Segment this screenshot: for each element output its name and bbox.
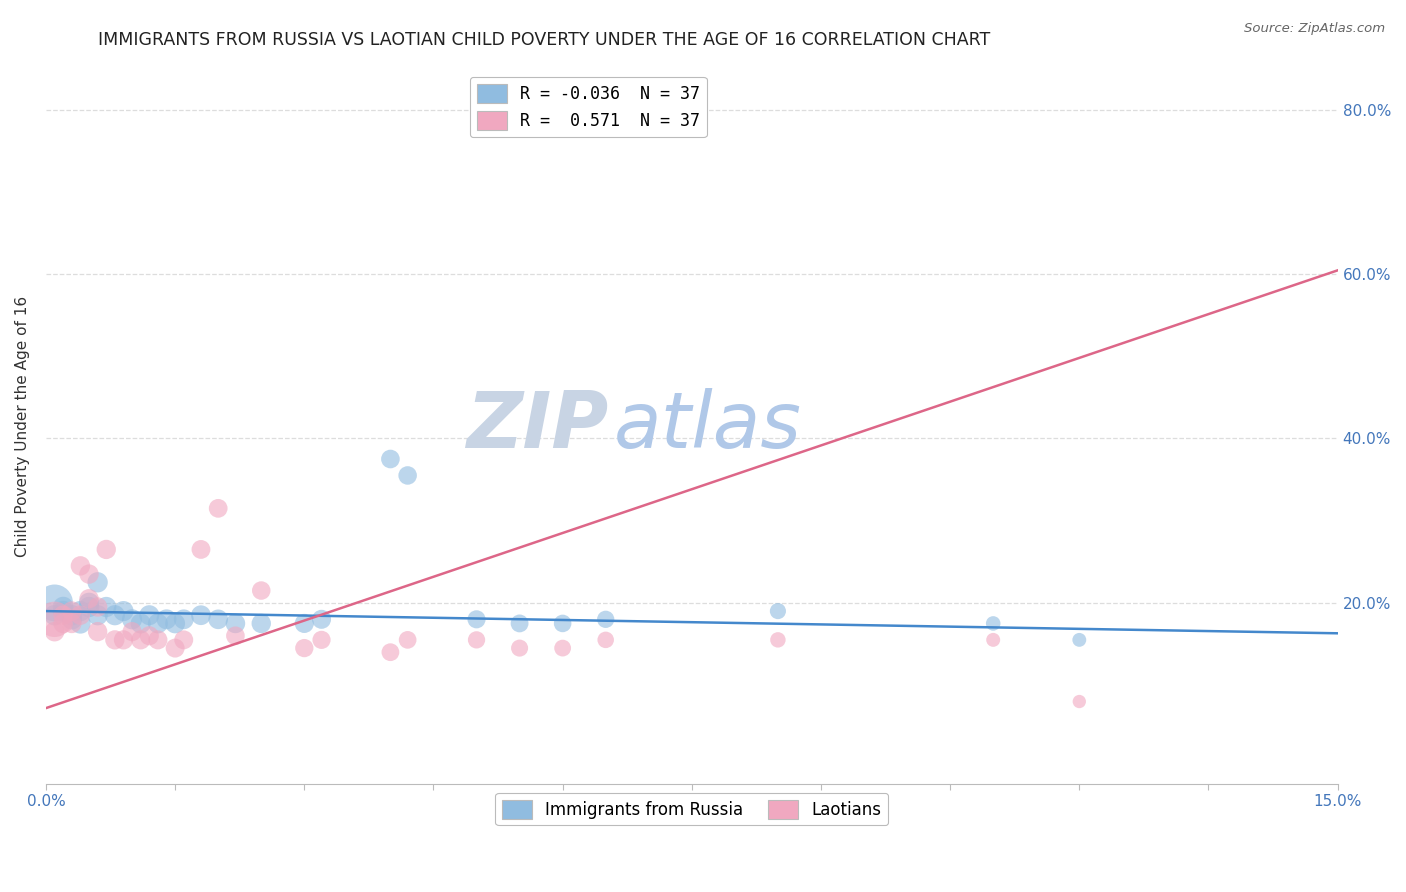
Point — [465, 632, 488, 647]
Text: ZIP: ZIP — [465, 388, 607, 464]
Point — [69, 616, 91, 631]
Point — [224, 629, 246, 643]
Point — [104, 632, 127, 647]
Point — [311, 632, 333, 647]
Point — [465, 612, 488, 626]
Point — [207, 612, 229, 626]
Point — [86, 599, 108, 614]
Point — [292, 641, 315, 656]
Point — [190, 542, 212, 557]
Point — [595, 612, 617, 626]
Point — [190, 608, 212, 623]
Point — [165, 641, 187, 656]
Point — [1069, 694, 1091, 708]
Point — [981, 632, 1004, 647]
Point — [60, 608, 83, 623]
Point — [138, 629, 160, 643]
Point — [60, 616, 83, 631]
Point — [250, 616, 273, 631]
Legend: Immigrants from Russia, Laotians: Immigrants from Russia, Laotians — [495, 793, 889, 825]
Point — [1069, 632, 1091, 647]
Point — [77, 591, 100, 606]
Point — [380, 452, 402, 467]
Point — [129, 616, 152, 631]
Point — [146, 616, 169, 631]
Point — [551, 616, 574, 631]
Point — [129, 632, 152, 647]
Point — [173, 632, 195, 647]
Point — [380, 645, 402, 659]
Point — [52, 604, 75, 618]
Point — [509, 641, 531, 656]
Point — [595, 632, 617, 647]
Text: atlas: atlas — [614, 388, 803, 464]
Point — [138, 608, 160, 623]
Point — [77, 599, 100, 614]
Point — [509, 616, 531, 631]
Point — [766, 604, 789, 618]
Point — [396, 468, 419, 483]
Point — [121, 624, 143, 639]
Point — [52, 599, 75, 614]
Point — [766, 632, 789, 647]
Point — [155, 612, 177, 626]
Text: Source: ZipAtlas.com: Source: ZipAtlas.com — [1244, 22, 1385, 36]
Point — [44, 612, 66, 626]
Point — [77, 567, 100, 582]
Point — [86, 575, 108, 590]
Point — [551, 641, 574, 656]
Point — [311, 612, 333, 626]
Point — [224, 616, 246, 631]
Point — [146, 632, 169, 647]
Text: IMMIGRANTS FROM RUSSIA VS LAOTIAN CHILD POVERTY UNDER THE AGE OF 16 CORRELATION : IMMIGRANTS FROM RUSSIA VS LAOTIAN CHILD … — [98, 31, 991, 49]
Point — [69, 608, 91, 623]
Point — [173, 612, 195, 626]
Point — [96, 542, 118, 557]
Point — [60, 604, 83, 618]
Point — [207, 501, 229, 516]
Point — [112, 604, 135, 618]
Point — [396, 632, 419, 647]
Point — [292, 616, 315, 631]
Point — [121, 612, 143, 626]
Point — [77, 596, 100, 610]
Point — [60, 612, 83, 626]
Point — [52, 608, 75, 623]
Point — [44, 608, 66, 623]
Point — [69, 558, 91, 573]
Point — [165, 616, 187, 631]
Point — [637, 115, 659, 129]
Point — [69, 604, 91, 618]
Point — [96, 599, 118, 614]
Point — [86, 608, 108, 623]
Point — [44, 596, 66, 610]
Point — [44, 624, 66, 639]
Point — [52, 616, 75, 631]
Point — [981, 616, 1004, 631]
Point — [112, 632, 135, 647]
Point — [250, 583, 273, 598]
Point — [86, 624, 108, 639]
Point — [104, 608, 127, 623]
Y-axis label: Child Poverty Under the Age of 16: Child Poverty Under the Age of 16 — [15, 295, 30, 557]
